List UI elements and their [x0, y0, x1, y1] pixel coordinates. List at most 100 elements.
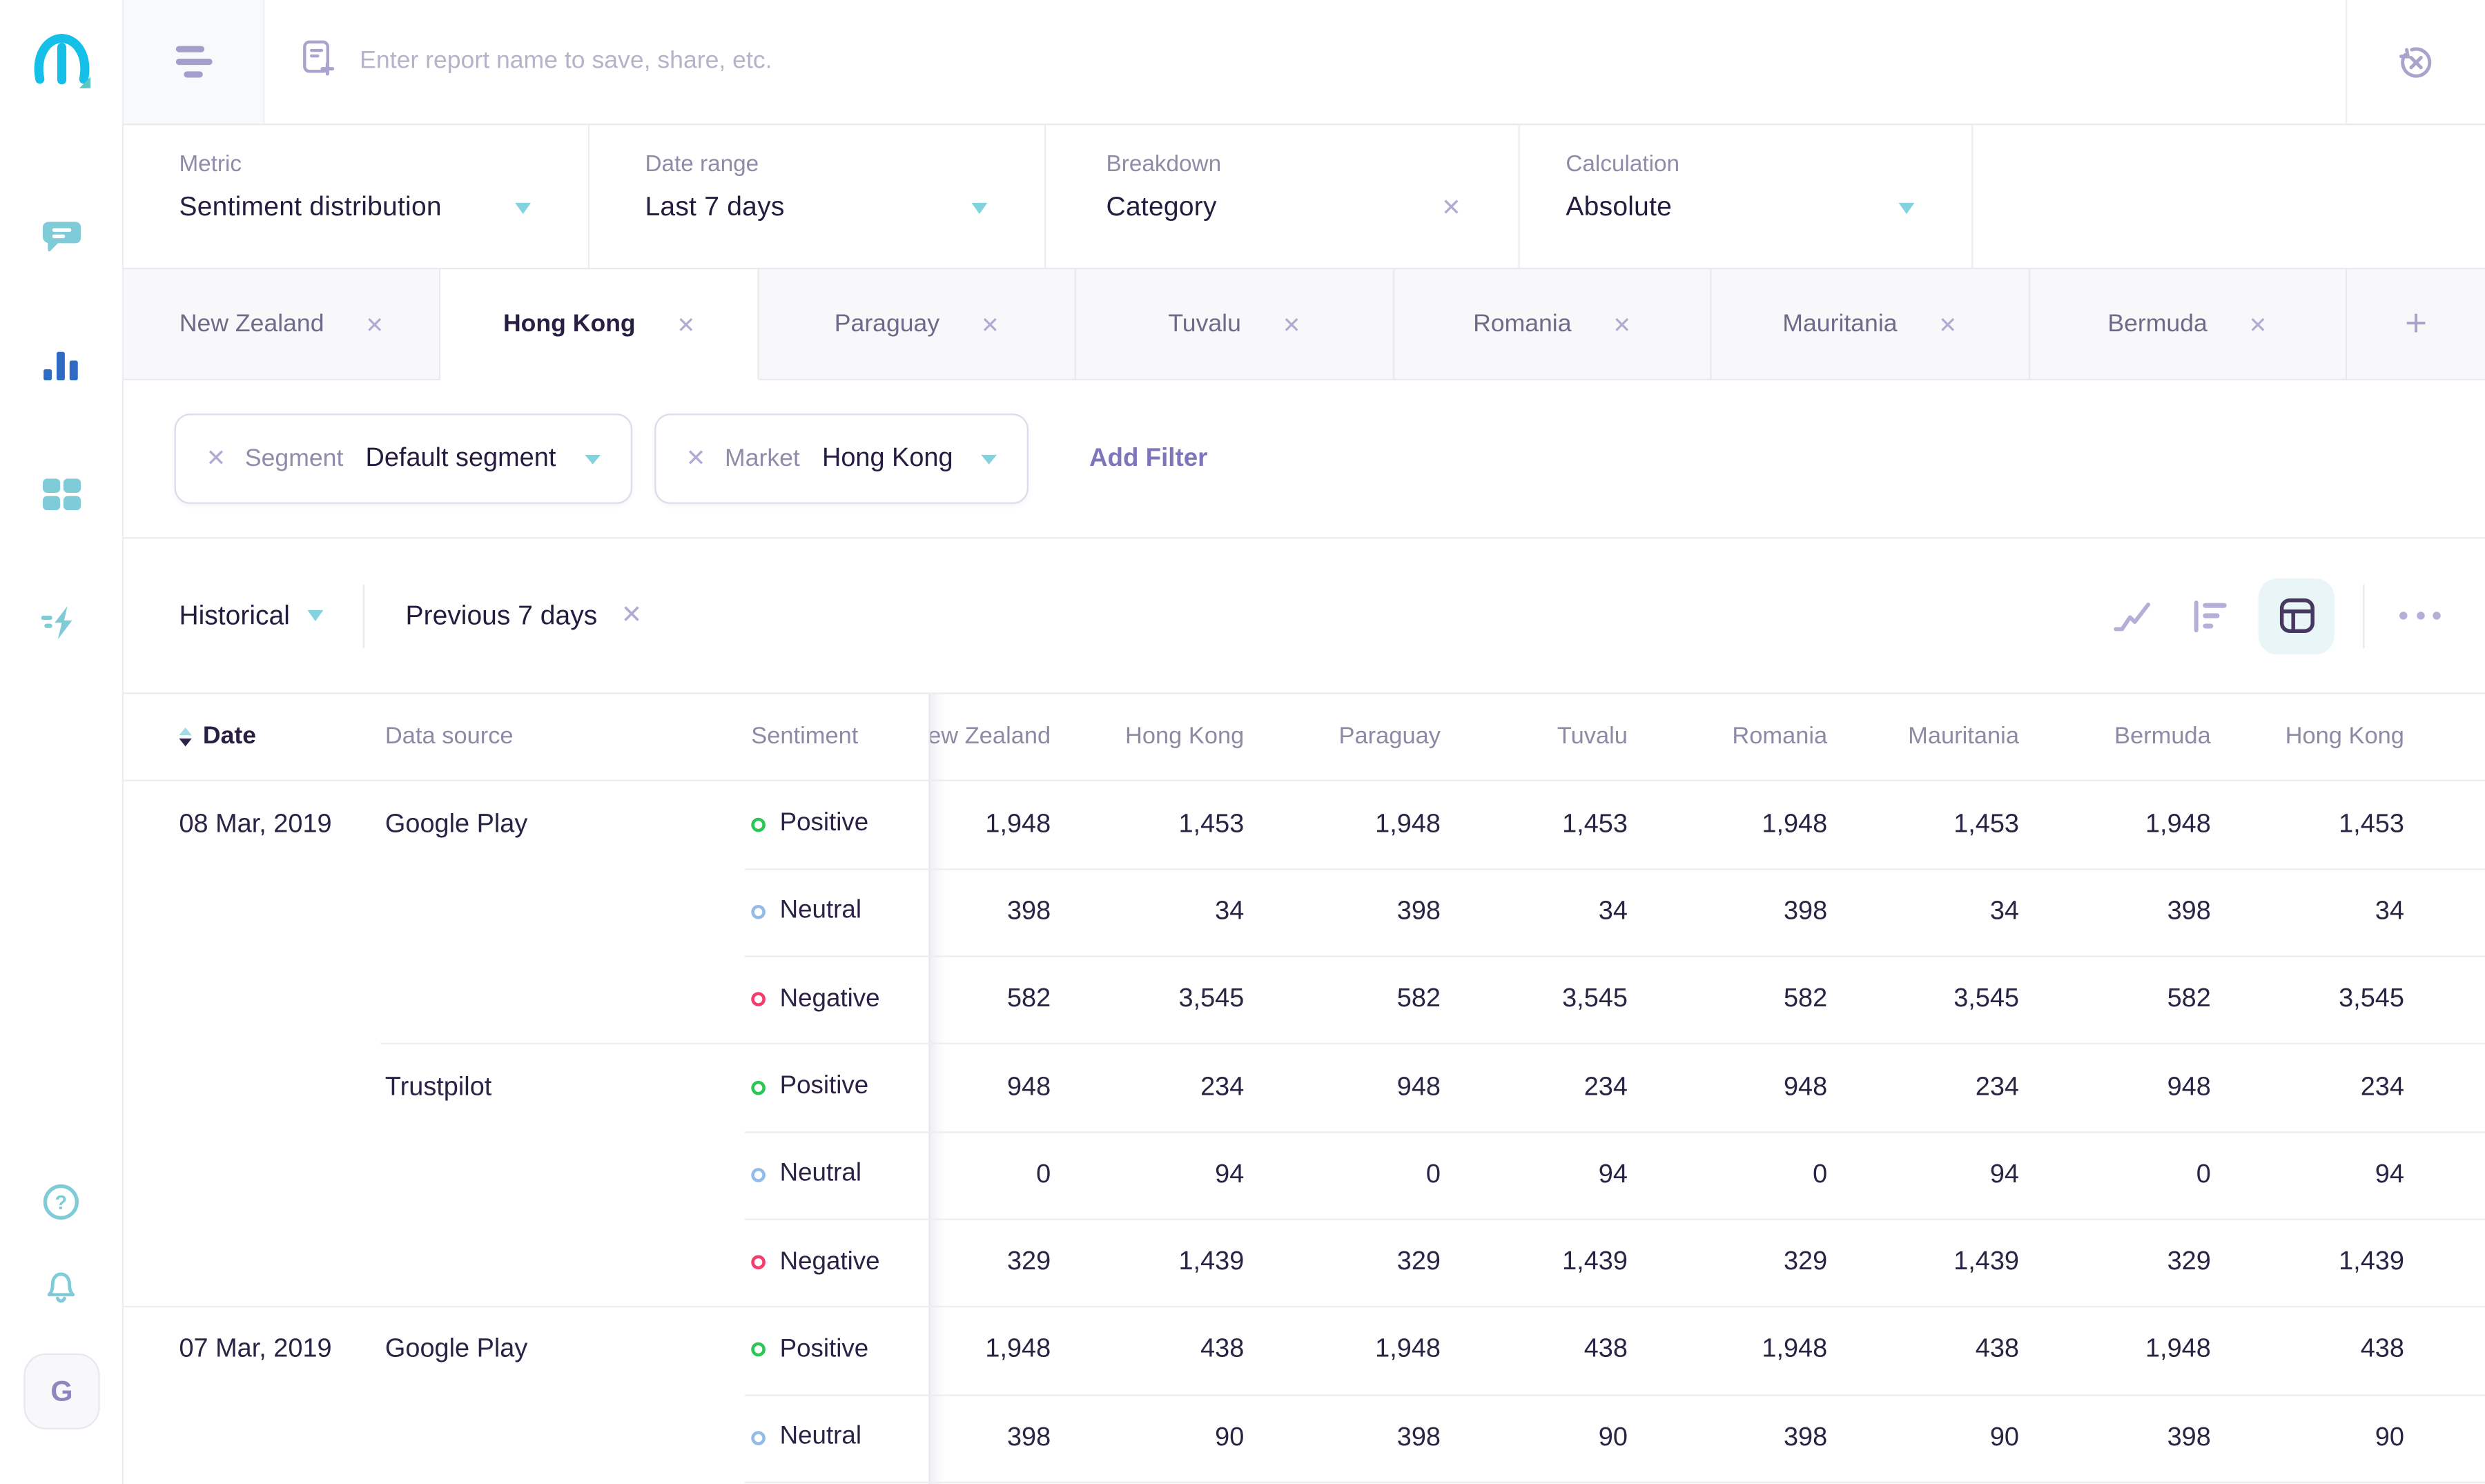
date-cell	[124, 1044, 380, 1131]
tab-romania[interactable]: Romania ✕	[1394, 269, 1712, 381]
tab-hong-kong[interactable]: Hong Kong ✕	[441, 269, 759, 381]
remove-filter-icon[interactable]: ✕	[206, 445, 226, 473]
config-value: Last 7 days	[645, 191, 785, 222]
report-config-bar: Metric Sentiment distribution Date range La…	[124, 125, 2485, 270]
value-cell: 94	[1215, 1160, 1245, 1189]
config-section-metric[interactable]: Metric Sentiment distribution	[124, 125, 590, 269]
divider	[2363, 584, 2365, 647]
row-divider	[745, 868, 2485, 870]
mode-dropdown[interactable]: Historical	[179, 600, 290, 630]
filter-pill-market[interactable]: ✕ Market Hong Kong	[654, 413, 1029, 505]
value-cell: 948	[1396, 1072, 1441, 1101]
add-filter-button[interactable]: Add Filter	[1089, 445, 1208, 472]
row-divider	[380, 1043, 2485, 1045]
chevron-down-icon[interactable]	[971, 202, 988, 213]
value-cell: 94	[1598, 1160, 1628, 1189]
chevron-down-icon[interactable]	[981, 453, 997, 464]
value-cell: 1,948	[2145, 809, 2211, 838]
row-divider	[124, 1306, 2485, 1308]
top-bar	[124, 0, 2485, 126]
sentiment-negative-icon	[751, 992, 766, 1007]
reset-report-button[interactable]	[2345, 0, 2485, 124]
tab-new-zealand[interactable]: New Zealand ✕	[124, 269, 442, 381]
tab-close-icon[interactable]: ✕	[2248, 311, 2268, 337]
filter-pill-segment[interactable]: ✕ Segment Default segment	[174, 413, 632, 505]
sentiment-positive-icon	[751, 1080, 766, 1095]
logo-droplet	[79, 77, 91, 88]
ranked-bars-view-button[interactable]	[2192, 595, 2230, 636]
automations-nav-icon[interactable]	[37, 601, 85, 643]
config-value: Category	[1106, 191, 1217, 222]
tab-label: Hong Kong	[503, 309, 636, 337]
notifications-bell-icon[interactable]	[37, 1265, 85, 1307]
config-section-breakdown[interactable]: Breakdown Category ✕	[1046, 125, 1520, 269]
chevron-down-icon[interactable]	[515, 202, 532, 213]
app-logo[interactable]	[28, 32, 95, 98]
value-cell: 34	[1215, 897, 1245, 926]
row-divider	[745, 1218, 2485, 1220]
country-tabs: New Zealand ✕ Hong Kong ✕ Paraguay ✕ Tuvalu ✕ Ro…	[124, 269, 2485, 381]
scrollable-columns: 329 1,439 329 1,439 329 1,439 329 1,439	[928, 1218, 2485, 1307]
config-section-calculation[interactable]: Calculation Absolute	[1520, 125, 1974, 269]
column-header-hong-kong: Hong Kong	[1124, 723, 1245, 750]
sentiment-cell: Positive	[745, 781, 928, 868]
table-icon	[2279, 598, 2314, 633]
sentiment-label: Positive	[779, 1073, 869, 1100]
more-options-button[interactable]	[2399, 612, 2441, 620]
remove-comparison-icon[interactable]: ✕	[621, 601, 643, 629]
config-value: Absolute	[1566, 191, 1673, 222]
value-cell: 1,439	[2339, 1247, 2404, 1276]
tab-tuvalu[interactable]: Tuvalu ✕	[1076, 269, 1394, 381]
user-avatar[interactable]: G	[23, 1353, 100, 1429]
column-header-data-source: Data source	[384, 723, 514, 750]
report-name-input[interactable]	[356, 46, 2346, 78]
help-icon[interactable]: ?	[37, 1180, 85, 1223]
date-cell	[124, 868, 380, 956]
tab-close-icon[interactable]: ✕	[1938, 311, 1958, 337]
value-cell: 1,453	[1953, 809, 2020, 838]
tab-close-icon[interactable]: ✕	[980, 311, 1000, 337]
value-cell: 398	[1006, 1423, 1051, 1452]
tab-bermuda[interactable]: Bermuda ✕	[2029, 269, 2348, 381]
table-view-button-active[interactable]	[2258, 577, 2335, 654]
svg-text:?: ?	[55, 1192, 68, 1214]
analytics-nav-icon-active[interactable]	[37, 344, 85, 387]
value-cell: 398	[1783, 1423, 1828, 1452]
scrollable-columns: 582 3,545 582 3,545 582 3,545 582 3,545	[928, 955, 2485, 1044]
table-row	[124, 1481, 2485, 1484]
value-cell: 329	[1396, 1247, 1441, 1276]
value-cell: 438	[1975, 1335, 2020, 1364]
value-cell: 329	[1006, 1247, 1051, 1276]
tab-mauritania[interactable]: Mauritania ✕	[1711, 269, 2029, 381]
chevron-down-icon[interactable]	[1898, 202, 1915, 213]
tab-paraguay[interactable]: Paraguay ✕	[759, 269, 1077, 381]
chevron-down-icon[interactable]	[307, 609, 324, 622]
clear-breakdown-icon[interactable]: ✕	[1441, 194, 1461, 222]
config-section-date-range[interactable]: Date range Last 7 days	[589, 125, 1046, 269]
value-cell: 3,545	[1953, 984, 2020, 1013]
tab-close-icon[interactable]: ✕	[1282, 311, 1301, 337]
date-header-label: Date	[202, 722, 257, 750]
tab-close-icon[interactable]: ✕	[365, 311, 384, 337]
dashboards-nav-icon[interactable]	[37, 472, 85, 515]
tab-close-icon[interactable]: ✕	[676, 311, 696, 337]
value-cell: 34	[1598, 897, 1628, 926]
add-tab-button[interactable]: +	[2347, 269, 2485, 381]
menu-button[interactable]	[124, 0, 265, 124]
report-add-icon	[303, 39, 336, 85]
sentiment-label: Neutral	[779, 1423, 862, 1451]
tab-label: New Zealand	[179, 309, 324, 337]
value-cell: 948	[1783, 1072, 1828, 1101]
tab-close-icon[interactable]: ✕	[1612, 311, 1632, 337]
value-cell: 1,439	[1562, 1247, 1628, 1276]
chevron-down-icon[interactable]	[584, 453, 601, 464]
column-header-date[interactable]: Date	[124, 694, 380, 779]
value-cell: 34	[2375, 897, 2404, 926]
feedback-nav-icon[interactable]	[37, 215, 85, 258]
remove-filter-icon[interactable]: ✕	[685, 445, 706, 473]
line-chart-view-button[interactable]	[2111, 595, 2154, 636]
scrollable-columns[interactable]: New Zealand Hong Kong Paraguay Tuvalu Romani…	[928, 694, 2485, 779]
value-cell: 1,948	[1762, 809, 1828, 838]
sort-icon	[179, 726, 192, 747]
value-cell: 90	[1215, 1423, 1245, 1452]
